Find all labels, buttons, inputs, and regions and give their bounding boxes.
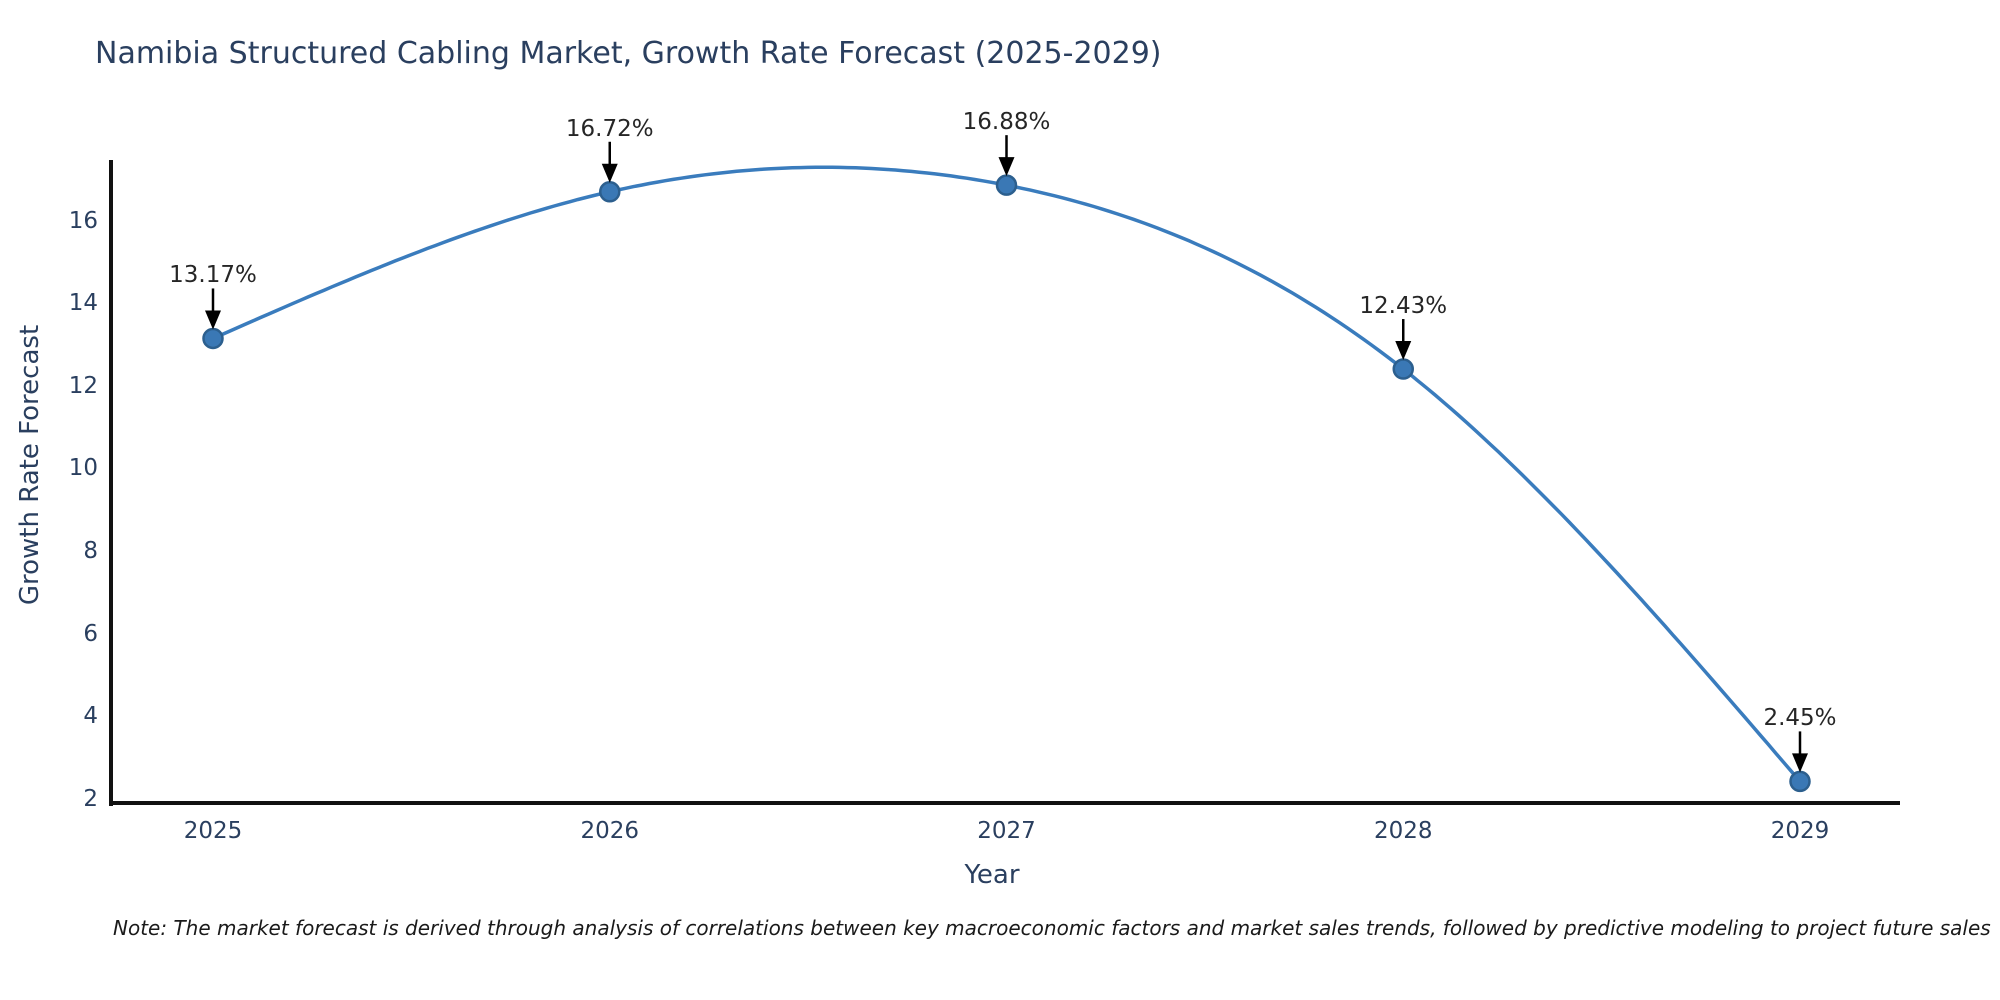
annotation-arrowhead-icon (205, 310, 221, 330)
x-axis-spine (109, 801, 1900, 805)
y-axis-spine (109, 160, 113, 806)
chart-title: Namibia Structured Cabling Market, Growt… (95, 36, 1162, 71)
footnote: Note: The market forecast is derived thr… (113, 916, 1991, 940)
point-value-label: 16.72% (565, 115, 654, 142)
y-tick-16: 16 (68, 207, 98, 234)
annotation-arrowhead-icon (1792, 753, 1808, 773)
annotation-arrowhead-icon (601, 163, 618, 183)
growth-rate-line[interactable] (211, 165, 1802, 784)
annotation-arrowhead-icon (1395, 341, 1412, 361)
y-tick-12: 12 (68, 372, 98, 399)
data-point-2029[interactable] (1789, 770, 1811, 793)
data-point-2026[interactable] (599, 181, 621, 203)
point-value-label: 13.17% (169, 262, 257, 289)
data-point-2028[interactable] (1392, 358, 1414, 380)
x-axis-title: Year (964, 860, 1020, 890)
x-tick-2027: 2027 (977, 818, 1036, 844)
y-tick-6: 6 (83, 620, 98, 647)
data-point-2025[interactable] (202, 327, 224, 350)
x-tick-2029: 2029 (1770, 818, 1830, 844)
x-tick-2025: 2025 (183, 818, 243, 844)
data-point-2027[interactable] (995, 174, 1018, 196)
point-value-label: 16.88% (962, 109, 1051, 136)
point-value-label: 12.43% (1359, 293, 1448, 320)
y-tick-4: 4 (83, 703, 98, 730)
y-tick-2: 2 (83, 786, 98, 812)
x-tick-2026: 2026 (580, 818, 640, 844)
x-tick-2028: 2028 (1373, 818, 1433, 844)
y-tick-14: 14 (68, 290, 98, 317)
y-tick-8: 8 (83, 538, 98, 565)
y-tick-10: 10 (68, 455, 98, 482)
annotation-arrowhead-icon (998, 157, 1015, 177)
point-value-label: 2.45% (1763, 705, 1837, 732)
